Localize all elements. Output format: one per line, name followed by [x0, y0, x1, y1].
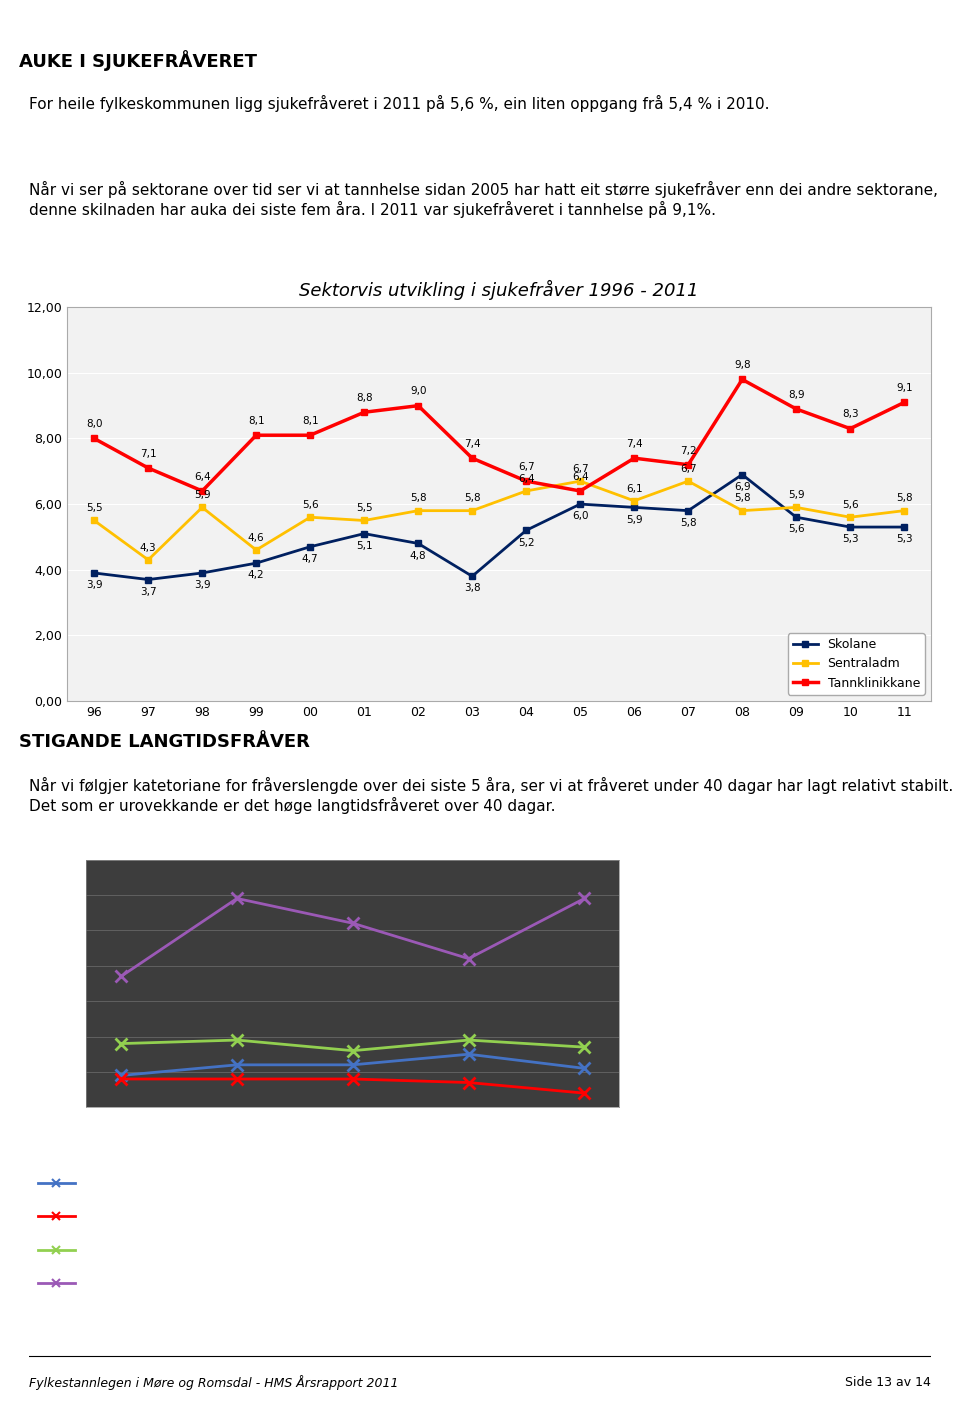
Text: 6,7: 6,7	[572, 464, 588, 474]
Text: 9,1: 9,1	[896, 384, 913, 394]
Text: 7,2: 7,2	[680, 446, 697, 456]
Text: 5,3: 5,3	[842, 534, 858, 544]
Text: 6,9: 6,9	[733, 481, 751, 491]
Text: 5,1: 5,1	[356, 541, 372, 551]
Text: 4,2: 4,2	[248, 571, 265, 581]
Text: 4,3: 4,3	[140, 542, 156, 552]
Text: 1,7: 1,7	[605, 1243, 623, 1256]
Text: 4,7: 4,7	[301, 554, 319, 564]
Text: 5,8: 5,8	[410, 493, 426, 504]
Text: 7,4: 7,4	[626, 439, 642, 449]
Text: 9,8: 9,8	[733, 360, 751, 370]
Text: 5,6: 5,6	[301, 500, 319, 510]
Text: 5,6: 5,6	[788, 524, 804, 534]
Text: 6,4: 6,4	[194, 472, 210, 481]
Text: 5,9: 5,9	[788, 490, 804, 500]
Text: 5,8: 5,8	[680, 518, 697, 528]
Text: 8,8: 8,8	[356, 394, 372, 404]
Text: 1,9: 1,9	[504, 1243, 523, 1256]
Legend: Skolane, Sentraladm, Tannklinikkane: Skolane, Sentraladm, Tannklinikkane	[787, 633, 924, 695]
Text: 3,7: 3,7	[140, 586, 156, 596]
Text: 1,2: 1,2	[297, 1177, 316, 1189]
Text: 5,5: 5,5	[356, 503, 372, 513]
Text: 8,1: 8,1	[301, 416, 319, 426]
Text: 5,9: 5,9	[626, 514, 642, 524]
Text: 9,0: 9,0	[410, 387, 426, 396]
Text: 6,4: 6,4	[572, 472, 588, 481]
Text: 2011: 2011	[596, 1126, 632, 1138]
Text: 5,9: 5,9	[297, 1277, 316, 1290]
Text: 7,1: 7,1	[140, 449, 156, 459]
Text: 2010: 2010	[496, 1126, 531, 1138]
Text: 1,5: 1,5	[504, 1177, 523, 1189]
Y-axis label: Prosent: Prosent	[56, 960, 69, 1007]
Text: 3,7: 3,7	[193, 1277, 212, 1290]
Text: 2009: 2009	[393, 1126, 427, 1138]
Text: 6,4: 6,4	[517, 474, 535, 484]
Text: 5,6: 5,6	[842, 500, 858, 510]
Text: 3,9: 3,9	[194, 581, 210, 590]
Text: 1,1: 1,1	[605, 1177, 623, 1189]
Title: Sektorvis utvikling i sjukefråver 1996 - 2011: Sektorvis utvikling i sjukefråver 1996 -…	[300, 280, 699, 300]
Text: 5,8: 5,8	[464, 493, 481, 504]
Text: Tannhelsesektoren - sjukefråver
2007-2011: Tannhelsesektoren - sjukefråver 2007-201…	[182, 910, 485, 950]
Text: 7,4: 7,4	[464, 439, 481, 449]
Text: Fylkestannlegen i Møre og Romsdal - HMS Årsrapport 2011: Fylkestannlegen i Møre og Romsdal - HMS …	[29, 1375, 398, 1389]
Text: AUKE I SJUKEFRÅVERET: AUKE I SJUKEFRÅVERET	[19, 51, 257, 71]
Text: 1,9: 1,9	[297, 1243, 316, 1256]
Text: 0,8: 0,8	[193, 1209, 212, 1222]
Text: 5,3: 5,3	[896, 534, 913, 544]
Text: 1,6: 1,6	[400, 1243, 420, 1256]
Text: 5,5: 5,5	[85, 503, 103, 513]
Text: 8,1: 8,1	[248, 416, 265, 426]
Text: 1,2: 1,2	[400, 1177, 420, 1189]
Text: 8,0: 8,0	[86, 419, 103, 429]
Text: 5,8: 5,8	[733, 493, 751, 504]
Text: 0,7: 0,7	[504, 1209, 523, 1222]
Text: STIGANDE LANGTIDSFRÅVER: STIGANDE LANGTIDSFRÅVER	[19, 733, 310, 750]
Text: 5,2: 5,2	[517, 538, 535, 548]
Text: 5,9: 5,9	[605, 1277, 623, 1290]
Text: 2008: 2008	[289, 1126, 324, 1138]
Text: Når vi følgjer katetoriane for fråverslengde over dei siste 5 åra, ser vi at frå: Når vi følgjer katetoriane for fråversle…	[29, 777, 953, 814]
Text: 5,2: 5,2	[400, 1277, 420, 1290]
Text: 2007: 2007	[185, 1126, 220, 1138]
Text: 6,7: 6,7	[517, 462, 535, 472]
Text: 8,9: 8,9	[788, 389, 804, 399]
Text: 1,8: 1,8	[193, 1243, 212, 1256]
Text: 11-40 d: 11-40 d	[81, 1243, 126, 1256]
Text: 0,9: 0,9	[193, 1177, 212, 1189]
Text: 1-3 d: 1-3 d	[81, 1177, 111, 1189]
Text: 5,9: 5,9	[194, 490, 210, 500]
Text: 4,6: 4,6	[248, 532, 265, 542]
Text: >40 d: >40 d	[81, 1277, 116, 1290]
Text: 0,4: 0,4	[605, 1209, 623, 1222]
Text: 6,7: 6,7	[680, 464, 697, 474]
Text: Side 13 av 14: Side 13 av 14	[846, 1375, 931, 1389]
Text: 4,2: 4,2	[504, 1277, 523, 1290]
Text: 3,9: 3,9	[85, 581, 103, 590]
Text: 4-10 d: 4-10 d	[81, 1209, 119, 1222]
Text: 8,3: 8,3	[842, 409, 858, 419]
Text: 5,8: 5,8	[896, 493, 913, 504]
Text: 6,1: 6,1	[626, 484, 642, 494]
Text: 3,8: 3,8	[464, 583, 481, 593]
Text: 4,8: 4,8	[410, 551, 426, 561]
Text: Når vi ser på sektorane over tid ser vi at tannhelse sidan 2005 har hatt eit stø: Når vi ser på sektorane over tid ser vi …	[29, 181, 938, 218]
Text: 0,8: 0,8	[400, 1209, 420, 1222]
Text: 0,8: 0,8	[297, 1209, 316, 1222]
Text: 6,0: 6,0	[572, 511, 588, 521]
Text: For heile fylkeskommunen ligg sjukefråveret i 2011 på 5,6 %, ein liten oppgang f: For heile fylkeskommunen ligg sjukefråve…	[29, 95, 769, 112]
